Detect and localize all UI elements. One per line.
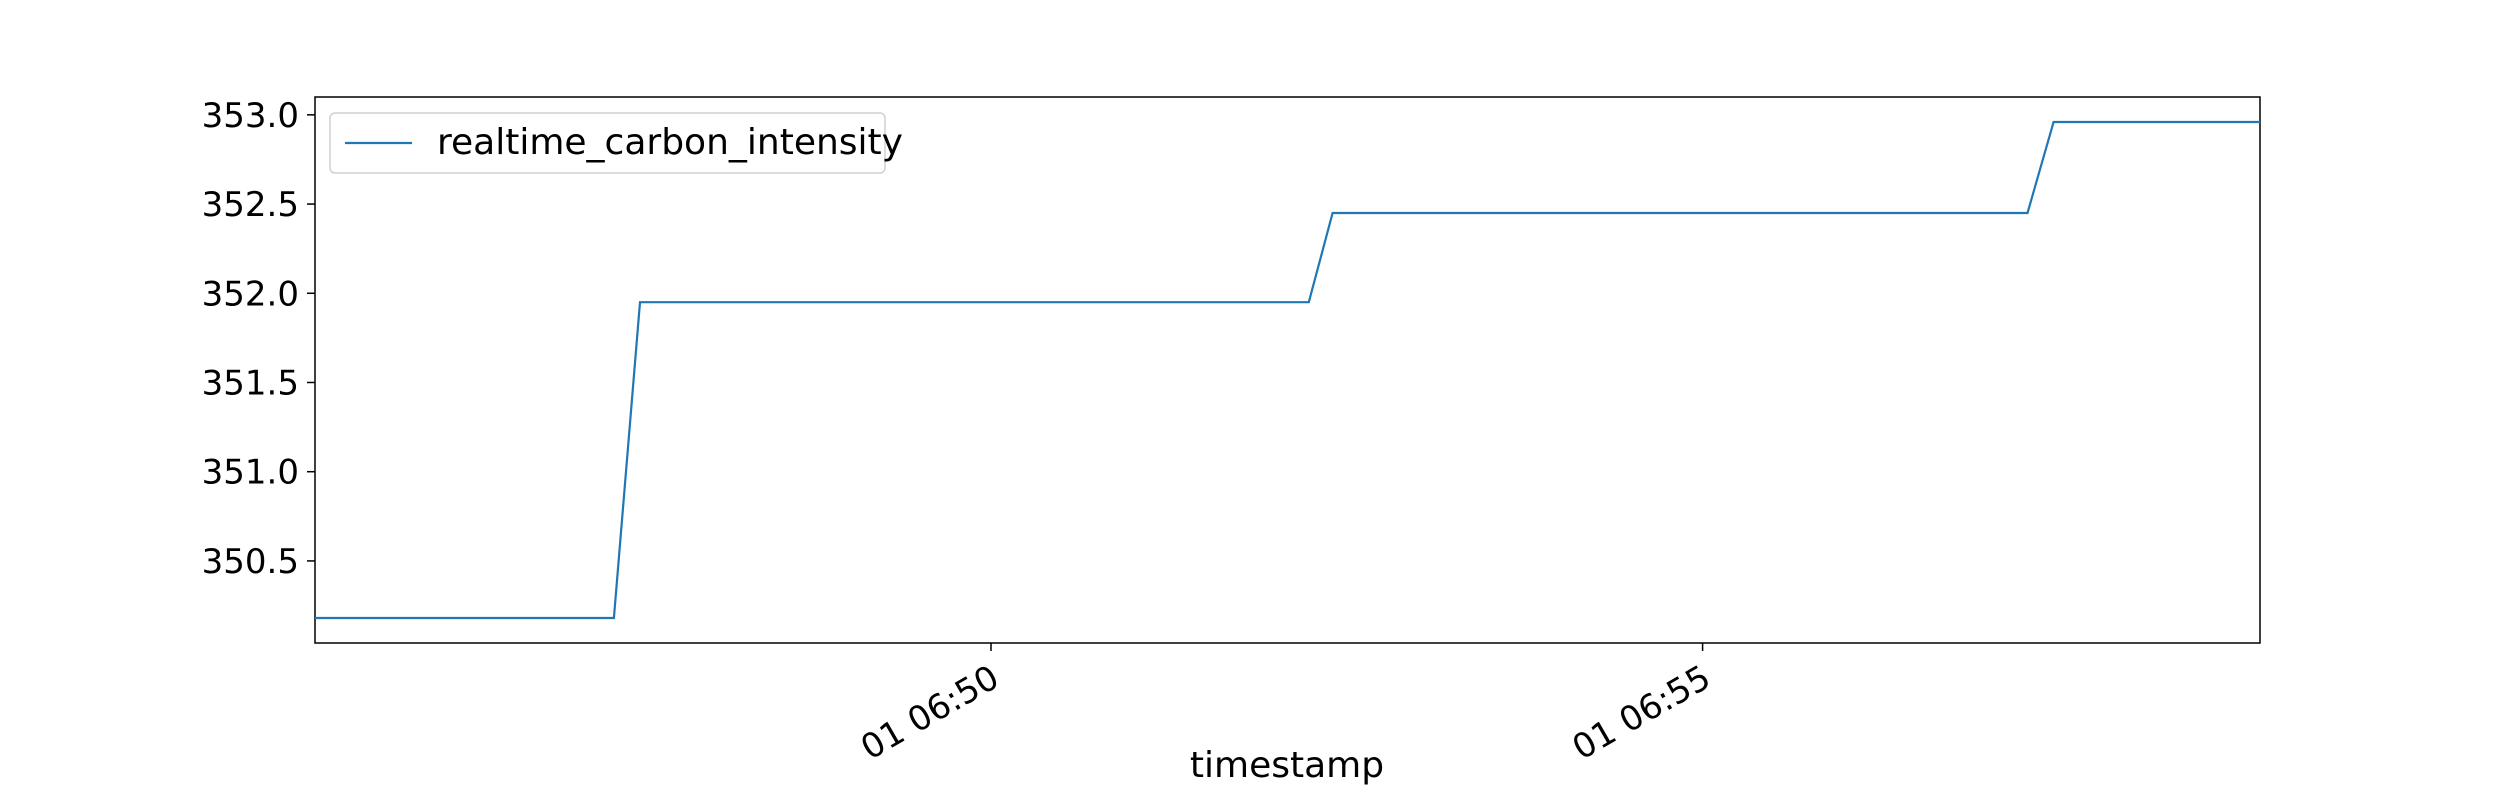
y-tick-label: 352.0 (202, 274, 299, 314)
y-tick-label: 351.5 (202, 363, 299, 403)
x-axis-label: timestamp (1190, 745, 1384, 786)
x-tick-label: 01 06:50 (854, 658, 1006, 769)
y-tick-label: 350.5 (202, 542, 299, 582)
y-tick-label: 351.0 (202, 453, 299, 493)
legend: realtime_carbon_intensity (329, 112, 903, 174)
y-axis: 350.5 351.0 351.5 352.0 352.5 353.0 (202, 96, 315, 582)
y-tick-label: 352.5 (202, 185, 299, 225)
y-tick-label: 353.0 (202, 96, 299, 136)
x-tick-label: 01 06:55 (1566, 658, 1718, 769)
series-line-realtime-carbon-intensity (315, 120, 2260, 620)
legend-box (329, 112, 886, 174)
plot-area-frame (314, 96, 2261, 644)
legend-label: realtime_carbon_intensity (437, 122, 903, 163)
